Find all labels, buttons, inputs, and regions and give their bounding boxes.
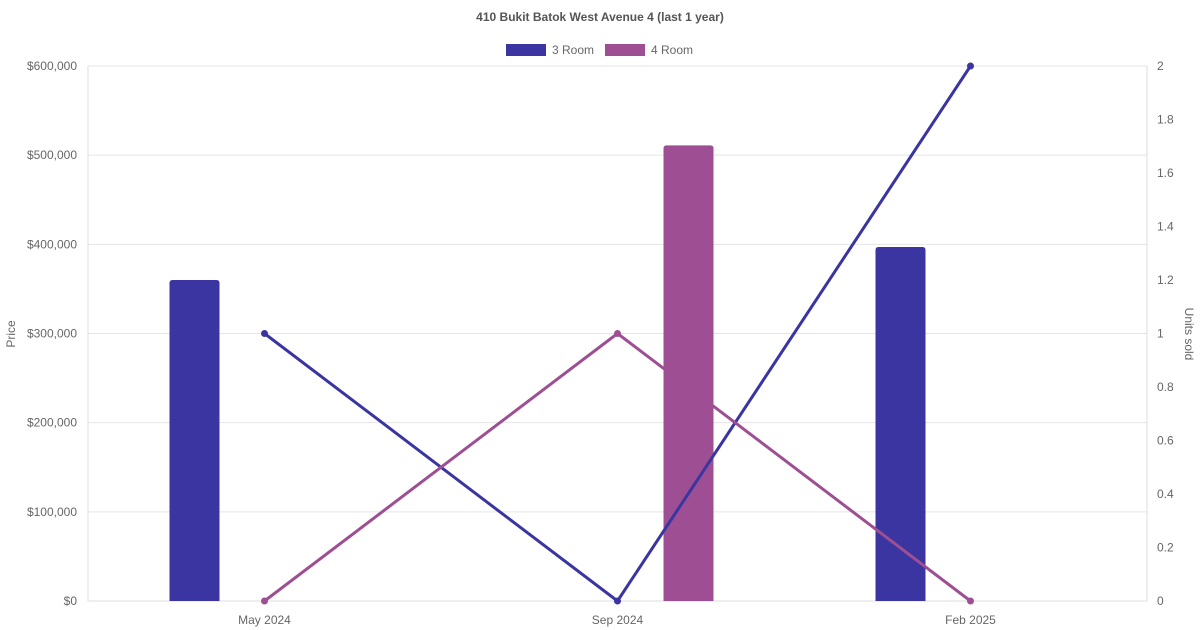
bars [169,145,926,601]
left-tick-label: $200,000 [27,416,77,430]
x-tick-label: Feb 2025 [945,613,996,627]
bar-4-room[interactable] [663,145,714,601]
left-tick-label: $0 [64,594,78,608]
point-4-room[interactable] [614,330,621,337]
bar-3-room[interactable] [875,247,926,601]
line-4-room [263,332,972,603]
bar-3-room[interactable] [169,280,220,601]
right-tick-label: 0.8 [1157,380,1174,394]
right-axis-title: Units sold [1182,308,1196,361]
point-3-room[interactable] [614,597,621,605]
point-3-room[interactable] [967,62,974,70]
left-axis-ticks: $0 $100,000 $200,000 $300,000 $400,000 $500,0… [27,59,77,608]
point-4-room[interactable] [261,597,268,605]
right-tick-label: 1.2 [1157,273,1174,287]
left-tick-label: $100,000 [27,505,77,519]
left-tick-label: $300,000 [27,327,77,341]
legend-label-3-room[interactable]: 3 Room [552,43,594,57]
x-tick-label: Sep 2024 [592,613,644,627]
right-tick-label: 0.2 [1157,541,1174,555]
right-tick-label: 1 [1157,327,1164,341]
left-tick-label: $400,000 [27,237,77,251]
legend: 3 Room 4 Room [506,43,693,57]
point-3-room[interactable] [261,330,268,337]
point-4-room[interactable] [967,597,974,605]
legend-swatch-4-room[interactable] [605,44,645,56]
right-tick-label: 0.4 [1157,487,1174,501]
left-tick-label: $600,000 [27,59,77,73]
right-tick-label: 1.6 [1157,166,1174,180]
x-axis-ticks: May 2024 Sep 2024 Feb 2025 [238,613,996,627]
points [261,62,974,605]
legend-swatch-3-room[interactable] [506,44,546,56]
left-tick-label: $500,000 [27,148,77,162]
right-tick-label: 1.4 [1157,220,1174,234]
x-tick-label: May 2024 [238,613,291,627]
right-tick-label: 0 [1157,594,1164,608]
right-tick-label: 0.6 [1157,434,1174,448]
left-axis-title: Price [4,320,18,348]
chart-title: 410 Bukit Batok West Avenue 4 (last 1 ye… [476,10,724,24]
right-tick-label: 2 [1157,59,1164,73]
right-axis-ticks: 0 0.2 0.4 0.6 0.8 1 1.2 1.4 1.6 1.8 2 [1157,59,1174,608]
right-tick-label: 1.8 [1157,113,1174,127]
legend-label-4-room[interactable]: 4 Room [651,43,693,57]
